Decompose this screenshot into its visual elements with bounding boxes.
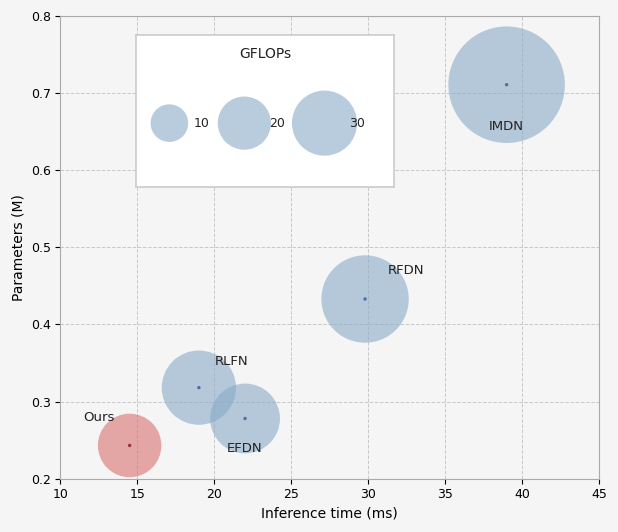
Point: [360, 295, 370, 303]
Text: EFDN: EFDN: [227, 443, 263, 455]
Point: [240, 414, 250, 423]
Point: [502, 80, 512, 89]
Text: Ours: Ours: [83, 411, 114, 424]
Text: RFDN: RFDN: [388, 264, 425, 277]
Point: [125, 441, 135, 450]
X-axis label: Inference time (ms): Inference time (ms): [261, 507, 398, 521]
Y-axis label: Parameters (M): Parameters (M): [11, 194, 25, 301]
Text: IMDN: IMDN: [489, 120, 524, 132]
Point: [240, 414, 250, 423]
Point: [194, 384, 204, 392]
Point: [194, 384, 204, 392]
Point: [125, 441, 135, 450]
Point: [502, 80, 512, 89]
Point: [360, 295, 370, 303]
Text: RLFN: RLFN: [214, 355, 248, 368]
